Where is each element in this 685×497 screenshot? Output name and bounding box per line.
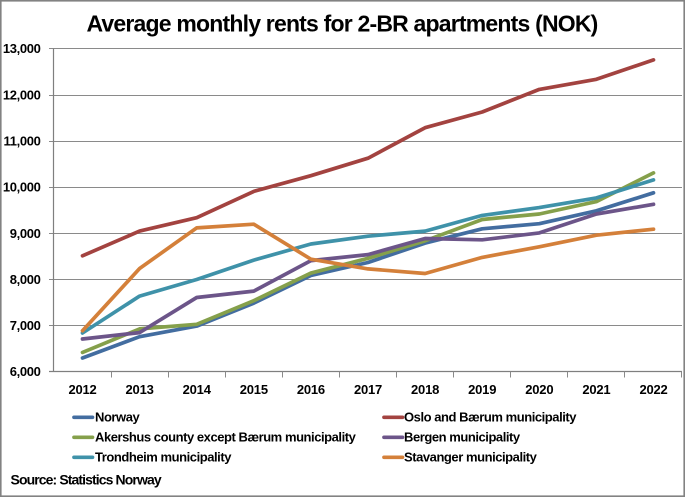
svg-text:2018: 2018 (411, 382, 439, 397)
svg-text:13,000: 13,000 (3, 41, 41, 56)
svg-text:Bergen municipality: Bergen municipality (404, 430, 521, 445)
svg-text:2020: 2020 (525, 382, 553, 397)
svg-text:2013: 2013 (126, 382, 154, 397)
svg-text:Akershus county except Bærum m: Akershus county except Bærum municipalit… (95, 430, 357, 445)
svg-text:12,000: 12,000 (3, 87, 41, 102)
svg-text:10,000: 10,000 (3, 180, 41, 195)
svg-text:2022: 2022 (639, 382, 667, 397)
svg-text:2015: 2015 (240, 382, 268, 397)
svg-text:2021: 2021 (582, 382, 610, 397)
svg-text:9,000: 9,000 (10, 226, 41, 241)
svg-text:11,000: 11,000 (4, 134, 41, 149)
svg-text:2017: 2017 (354, 382, 382, 397)
svg-text:Norway: Norway (95, 410, 140, 425)
svg-text:2014: 2014 (183, 382, 212, 397)
svg-text:2019: 2019 (468, 382, 496, 397)
svg-text:8,000: 8,000 (10, 272, 41, 287)
svg-text:2012: 2012 (68, 382, 96, 397)
svg-text:Oslo and Bærum municipality: Oslo and Bærum municipality (404, 410, 577, 425)
svg-text:Trondheim municipality: Trondheim municipality (95, 450, 232, 465)
svg-text:2016: 2016 (297, 382, 325, 397)
svg-text:7,000: 7,000 (10, 318, 41, 333)
svg-text:Source: Statistics Norway: Source: Statistics Norway (11, 472, 162, 488)
svg-text:Stavanger municipality: Stavanger municipality (404, 450, 538, 465)
svg-text:6,000: 6,000 (10, 364, 41, 379)
svg-text:Average monthly rents for 2-BR: Average monthly rents for 2-BR apartment… (86, 11, 597, 37)
